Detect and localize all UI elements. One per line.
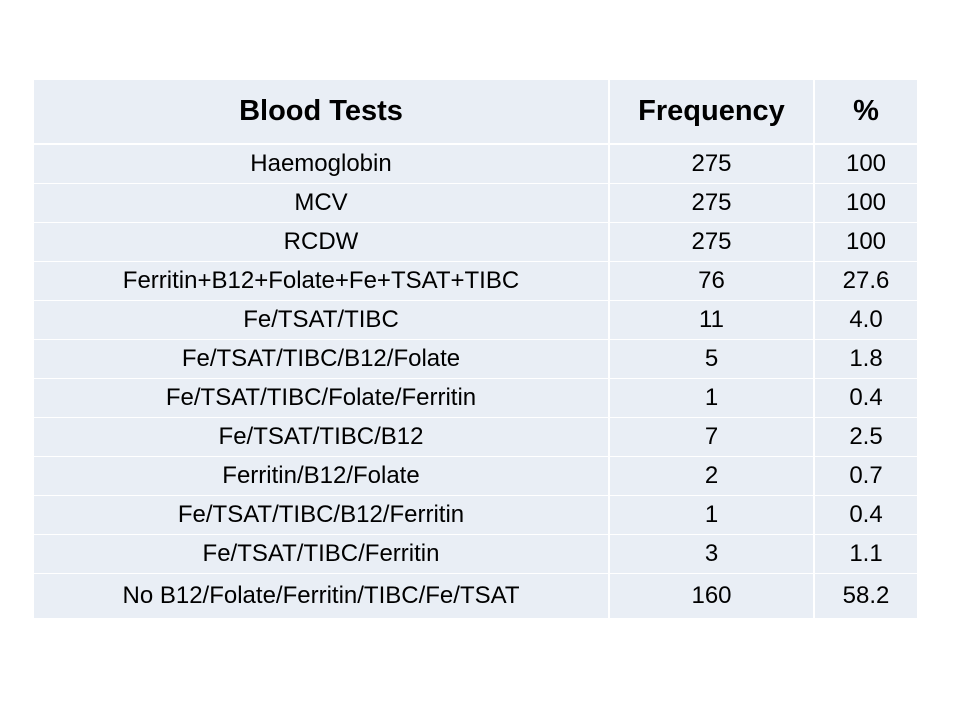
- test-name-cell: Fe/TSAT/TIBC/B12/Ferritin: [34, 495, 610, 535]
- header-blood-tests: Blood Tests: [34, 80, 610, 145]
- frequency-cell: 275: [608, 144, 815, 184]
- frequency-cell: 76: [608, 261, 815, 301]
- frequency-cell: 275: [608, 222, 815, 262]
- percent-cell: 1.8: [813, 339, 917, 379]
- table-row: No B12/Folate/Ferritin/TIBC/Fe/TSAT 160 …: [34, 573, 917, 618]
- test-name-cell: RCDW: [34, 222, 610, 262]
- blood-tests-table-container: Blood Tests Frequency % Haemoglobin 275 …: [34, 80, 917, 618]
- frequency-cell: 2: [608, 456, 815, 496]
- percent-cell: 0.4: [813, 378, 917, 418]
- test-name-cell: Fe/TSAT/TIBC/Ferritin: [34, 534, 610, 574]
- test-name-cell: Ferritin+B12+Folate+Fe+TSAT+TIBC: [34, 261, 610, 301]
- percent-cell: 0.7: [813, 456, 917, 496]
- frequency-cell: 5: [608, 339, 815, 379]
- table-row: Fe/TSAT/TIBC/B12/Ferritin 1 0.4: [34, 495, 917, 535]
- percent-cell: 27.6: [813, 261, 917, 301]
- percent-cell: 0.4: [813, 495, 917, 535]
- table-row: Fe/TSAT/TIBC/Ferritin 3 1.1: [34, 534, 917, 574]
- frequency-cell: 1: [608, 495, 815, 535]
- frequency-cell: 160: [608, 573, 815, 618]
- table-row: Fe/TSAT/TIBC/B12 7 2.5: [34, 417, 917, 457]
- table-row: Haemoglobin 275 100: [34, 144, 917, 184]
- table-row: MCV 275 100: [34, 183, 917, 223]
- header-frequency: Frequency: [608, 80, 815, 145]
- header-row: Blood Tests Frequency %: [34, 80, 917, 145]
- frequency-cell: 11: [608, 300, 815, 340]
- table-row: Fe/TSAT/TIBC/Folate/Ferritin 1 0.4: [34, 378, 917, 418]
- test-name-cell: Fe/TSAT/TIBC/B12/Folate: [34, 339, 610, 379]
- percent-cell: 100: [813, 222, 917, 262]
- test-name-cell: Fe/TSAT/TIBC: [34, 300, 610, 340]
- table-row: Fe/TSAT/TIBC/B12/Folate 5 1.8: [34, 339, 917, 379]
- test-name-cell: Fe/TSAT/TIBC/B12: [34, 417, 610, 457]
- frequency-cell: 1: [608, 378, 815, 418]
- table-row: RCDW 275 100: [34, 222, 917, 262]
- test-name-cell: No B12/Folate/Ferritin/TIBC/Fe/TSAT: [34, 573, 610, 618]
- percent-cell: 58.2: [813, 573, 917, 618]
- percent-cell: 1.1: [813, 534, 917, 574]
- table-row: Ferritin+B12+Folate+Fe+TSAT+TIBC 76 27.6: [34, 261, 917, 301]
- header-percent: %: [813, 80, 917, 145]
- percent-cell: 2.5: [813, 417, 917, 457]
- test-name-cell: Haemoglobin: [34, 144, 610, 184]
- percent-cell: 100: [813, 183, 917, 223]
- test-name-cell: Ferritin/B12/Folate: [34, 456, 610, 496]
- frequency-cell: 7: [608, 417, 815, 457]
- table-row: Ferritin/B12/Folate 2 0.7: [34, 456, 917, 496]
- percent-cell: 4.0: [813, 300, 917, 340]
- table-row: Fe/TSAT/TIBC 11 4.0: [34, 300, 917, 340]
- blood-tests-table: Blood Tests Frequency % Haemoglobin 275 …: [34, 80, 917, 618]
- frequency-cell: 275: [608, 183, 815, 223]
- percent-cell: 100: [813, 144, 917, 184]
- test-name-cell: Fe/TSAT/TIBC/Folate/Ferritin: [34, 378, 610, 418]
- test-name-cell: MCV: [34, 183, 610, 223]
- frequency-cell: 3: [608, 534, 815, 574]
